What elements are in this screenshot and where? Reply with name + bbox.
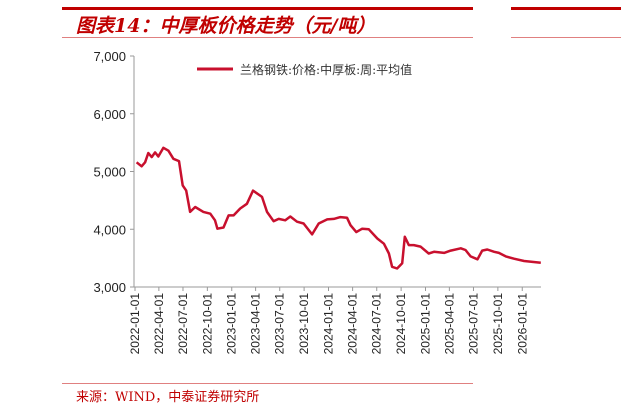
x-tick-label: 2022-07-01	[176, 293, 190, 355]
x-tick-label: 2022-10-01	[200, 293, 214, 355]
adjacent-panel-rule	[511, 7, 621, 10]
adjacent-panel-subrule	[511, 37, 621, 38]
legend: 兰格钢铁:价格:中厚板:周:平均值	[197, 62, 412, 77]
x-tick-label: 2025-01-01	[419, 293, 433, 355]
x-tick-label: 2024-10-01	[394, 293, 408, 355]
x-tick-label: 2022-01-01	[128, 293, 142, 355]
x-tick-label: 2023-01-01	[225, 293, 239, 355]
footer-rule	[62, 383, 473, 384]
y-tick-label: 7,000	[93, 49, 126, 64]
x-tick-label: 2026-01-01	[515, 293, 529, 355]
title-bottom-rule	[62, 37, 473, 38]
source-note: 来源：WIND，中泰证券研究所	[76, 390, 260, 405]
x-tick-label: 2023-07-01	[273, 293, 287, 355]
x-tick-label: 2024-04-01	[346, 293, 360, 355]
title-top-rule	[62, 7, 473, 10]
y-tick-label: 3,000	[93, 280, 126, 295]
y-tick-label: 5,000	[93, 165, 126, 180]
x-tick-label: 2025-10-01	[491, 293, 505, 355]
legend-label: 兰格钢铁:价格:中厚板:周:平均值	[240, 62, 412, 77]
x-tick-label: 2024-07-01	[370, 293, 384, 355]
x-tick-label: 2023-10-01	[297, 293, 311, 355]
chart-title: 图表14：中厚板价格走势（元/吨）	[76, 15, 376, 37]
x-tick-label: 2025-07-01	[466, 293, 480, 355]
x-tick-label: 2025-04-01	[442, 293, 456, 355]
x-tick-label: 2022-04-01	[152, 293, 166, 355]
y-tick-label: 6,000	[93, 107, 126, 122]
price-line	[135, 146, 541, 270]
y-tick-label: 4,000	[93, 222, 126, 237]
x-tick-label: 2023-04-01	[249, 293, 263, 355]
x-tick-label: 2024-01-01	[321, 293, 335, 355]
